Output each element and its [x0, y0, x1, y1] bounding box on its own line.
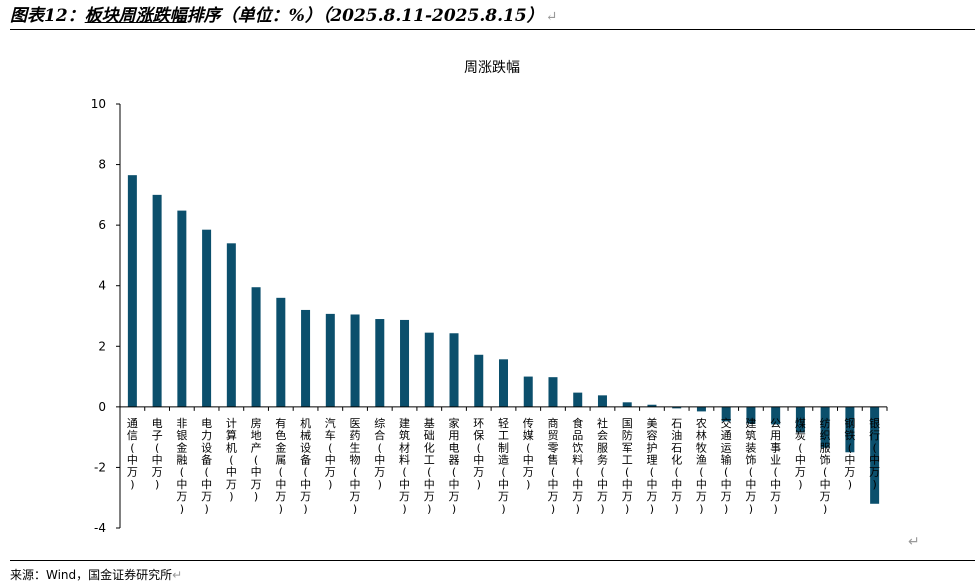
- bar: [523, 376, 533, 407]
- bar: [696, 406, 706, 412]
- bar: [350, 314, 360, 407]
- bar: [647, 404, 657, 407]
- bar: [771, 406, 781, 425]
- chart-title: 周涨跌幅: [464, 60, 520, 76]
- x-tick-label: 电子(中万): [152, 417, 163, 491]
- y-tick-label: 8: [98, 158, 106, 172]
- top-rule: [10, 29, 975, 30]
- x-tick-label: 非银金融(中万): [176, 417, 187, 515]
- x-tick-label: 有色金属(中万): [275, 416, 286, 515]
- bar: [276, 297, 286, 407]
- x-tick-label: 交通运输(中万): [721, 416, 732, 515]
- caption-title-main: 板块周涨跌幅: [84, 6, 187, 26]
- x-tick-label: 电力设备(中万): [201, 417, 212, 515]
- bar: [127, 175, 137, 407]
- x-tick-label: 环保(中万): [473, 417, 484, 491]
- bar: [202, 229, 212, 407]
- return-mark-icon: ↵: [172, 568, 183, 582]
- bar: [721, 406, 731, 422]
- y-tick-label: 0: [98, 400, 106, 414]
- bar: [795, 406, 805, 433]
- x-tick-label: 建筑装饰(中万): [745, 416, 756, 515]
- x-tick-label: 传媒(中万): [523, 417, 534, 491]
- bar: [499, 359, 508, 407]
- x-axis: [119, 406, 888, 411]
- bar: [622, 402, 632, 407]
- bar: [597, 395, 607, 407]
- caption-title-rest: 排序（单位：%）（2025.8.11-2025.8.15）: [186, 6, 544, 26]
- x-tick-label: 基础化工(中万): [424, 417, 435, 515]
- x-tick-label: 商贸零售(中万): [547, 416, 558, 515]
- bar: [177, 210, 187, 407]
- y-tick-label: 2: [98, 339, 106, 353]
- x-tick-label: 家用电器(中万): [449, 416, 460, 515]
- bar: [325, 313, 335, 407]
- x-tick-label: 综合(中万): [374, 416, 385, 491]
- x-tick-label: 农林牧渔(中万): [696, 416, 707, 515]
- x-tick-label: 轻工制造(中万): [498, 416, 509, 515]
- x-tick-label: 公用事业(中万): [770, 417, 781, 515]
- x-tick-label: 银行(中万): [869, 416, 880, 491]
- bar: [870, 406, 880, 504]
- x-tick-label: 美容护理(中万): [646, 417, 657, 515]
- bars: [127, 175, 880, 504]
- bar: [746, 406, 756, 424]
- x-tick-label: 建筑材料(中万): [399, 416, 410, 515]
- bar: [820, 406, 830, 448]
- x-tick-label: 纺织服饰(中万): [820, 416, 831, 515]
- y-tick-label: 10: [91, 97, 106, 111]
- bar: [845, 406, 855, 453]
- bar: [152, 194, 162, 407]
- x-tick-label: 汽车(中万): [325, 416, 336, 491]
- y-axis: 10 8 6 4 2 0 -2 -4: [91, 97, 121, 535]
- x-tick-label: 房地产(中万): [251, 417, 262, 503]
- bar: [449, 333, 459, 407]
- bar: [424, 332, 434, 407]
- source-text: 来源：Wind，国金证券研究所: [10, 568, 173, 582]
- return-mark-icon: ↵: [545, 9, 558, 25]
- x-tick-label: 机械设备(中万): [300, 416, 311, 515]
- figure-caption: 图表12：板块周涨跌幅排序（单位：%）（2025.8.11-2025.8.15）…: [10, 3, 557, 29]
- bar: [474, 354, 484, 407]
- x-tick-label: 钢铁(中万): [844, 417, 855, 491]
- caption-prefix: 图表12：: [10, 6, 85, 26]
- bottom-rule: [10, 560, 975, 561]
- x-tick-label: 通信(中万): [127, 417, 138, 491]
- return-mark-icon: ↵: [908, 534, 920, 550]
- y-tick-label: -2: [94, 460, 106, 474]
- x-tick-label: 煤炭(中万): [795, 417, 806, 491]
- category-labels: 通信(中万) 电子(中万) 非银金融(中万) 电力设备(中万) 计算机(中万) 房地产(中…: [127, 416, 880, 515]
- bar: [672, 406, 682, 409]
- x-tick-label: 国防军工(中万): [622, 417, 633, 515]
- bar: [548, 377, 558, 407]
- bar: [226, 243, 236, 407]
- x-tick-label: 医药生物(中万): [350, 417, 361, 515]
- y-tick-label: -4: [94, 521, 106, 535]
- bar-chart: 周涨跌幅 10 8 6 4 2 0 -2 -4 通信(中万) 电子(中万) 非银金融(中万) 电力设…: [91, 60, 888, 535]
- bar: [251, 287, 261, 407]
- bar: [573, 392, 583, 407]
- x-tick-label: 食品饮料(中万): [572, 416, 583, 515]
- source-note: 来源：Wind，国金证券研究所↵: [10, 566, 182, 583]
- x-tick-label: 石油石化(中万): [671, 417, 682, 515]
- x-tick-label: 计算机(中万): [226, 417, 237, 503]
- y-tick-label: 6: [98, 218, 106, 232]
- y-tick-label: 4: [98, 279, 106, 293]
- bar: [301, 309, 311, 407]
- x-tick-label: 社会服务(中万): [597, 416, 608, 515]
- bar: [400, 319, 410, 407]
- bar: [375, 319, 385, 407]
